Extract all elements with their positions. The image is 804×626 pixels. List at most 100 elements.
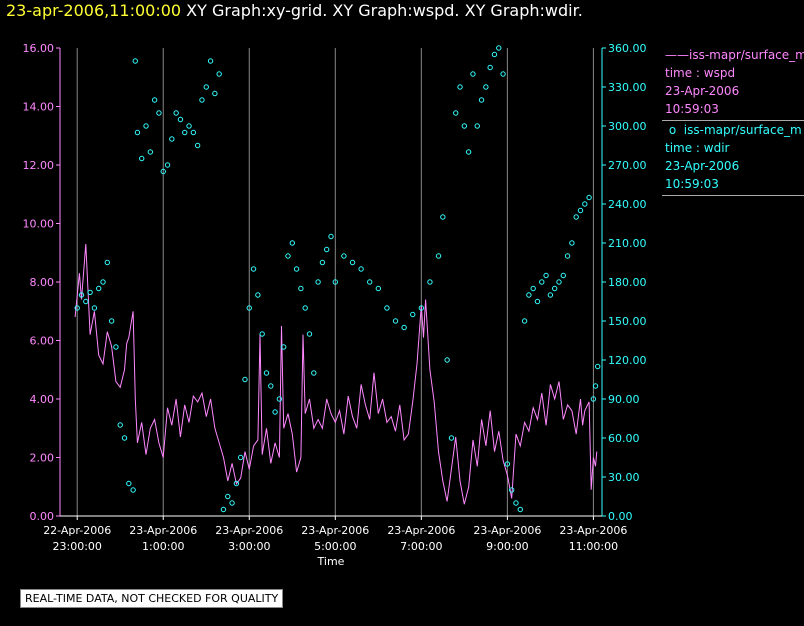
wdir-point [268, 383, 274, 389]
right-tick-label: 0.00 [608, 510, 633, 523]
wdir-point [543, 272, 549, 279]
left-tick-label: 4.00 [30, 393, 55, 406]
x-tick-label-date: 23-Apr-2006 [559, 524, 627, 537]
right-tick-label: 360.00 [608, 42, 647, 55]
wdir-point [100, 279, 106, 285]
wdir-point [306, 331, 313, 337]
wdir-point [465, 149, 472, 155]
wdir-point [332, 279, 339, 285]
wdir-point [534, 298, 541, 305]
wdir-point [530, 285, 536, 292]
x-tick-label-time: 3:00:00 [228, 540, 270, 553]
wdir-point [113, 344, 119, 350]
wdir-point [216, 71, 222, 77]
wdir-point [367, 279, 373, 285]
wdir-point [319, 259, 326, 266]
wdir-point [177, 116, 184, 123]
wdir-point [560, 272, 566, 279]
wdir-point [242, 376, 248, 383]
wdir-point [96, 285, 102, 292]
wdir-point [556, 279, 562, 285]
wdir-point [259, 331, 265, 337]
wdir-point [160, 168, 166, 175]
wdir-point [173, 110, 179, 116]
wdir-point [341, 253, 347, 259]
wdir-point [577, 207, 584, 214]
left-tick-label: 6.00 [30, 335, 55, 348]
right-tick-label: 120.00 [608, 354, 647, 367]
wdir-point [132, 58, 138, 64]
wdir-point [207, 58, 214, 64]
wdir-point [573, 214, 579, 220]
wdir-point [156, 110, 162, 116]
wdir-point [551, 285, 558, 292]
left-tick-label: 2.00 [30, 452, 55, 465]
wdir-point [104, 259, 111, 266]
wdir-point [491, 51, 498, 58]
tick-labels: 22-Apr-2006 23:00:00 23-Apr-2006 1:00:00 23-… [23, 42, 647, 553]
wdir-point [87, 289, 93, 296]
wdir-point [517, 506, 523, 513]
wdir-point [418, 305, 425, 311]
wdir-point [147, 149, 154, 155]
right-tick-label: 240.00 [608, 198, 647, 211]
x-axis-label: Time [317, 555, 345, 568]
wdir-point [521, 318, 528, 324]
legend-date: 23-Apr-2006 [665, 159, 740, 173]
wdir-point [349, 259, 356, 266]
wdir-point [276, 396, 283, 402]
wdir-point [289, 240, 295, 246]
wdir-point [586, 194, 592, 201]
wdir-point [233, 480, 240, 487]
wdir-point [410, 311, 416, 318]
quality-notice: REAL-TIME DATA, NOT CHECKED FOR QUALITY [20, 589, 284, 608]
right-tick-label: 180.00 [608, 276, 647, 289]
wdir-point [91, 305, 98, 311]
wdir-point [302, 305, 308, 311]
legend-entry-wspd[interactable]: ——iss-mapr/surface_m time : wspd 23-Apr-… [662, 46, 804, 121]
wdir-point [590, 396, 597, 402]
wdir-point [212, 90, 218, 97]
wdir-point [592, 383, 599, 389]
grid-lines [76, 48, 594, 516]
wdir-point [311, 370, 317, 376]
wdir-point [435, 253, 442, 259]
wdir-point [169, 136, 175, 142]
right-tick-label: 210.00 [608, 237, 647, 250]
legend-time: 10:59:03 [665, 102, 719, 116]
chart-title: 23-apr-2006,11:00:00 XY Graph:xy-grid. X… [6, 1, 583, 20]
wdir-point [483, 84, 489, 90]
wdir-point [539, 279, 545, 285]
wdir-point [461, 123, 468, 129]
wdir-point [164, 162, 171, 168]
wspd-line [74, 243, 598, 505]
wdir-point [126, 480, 132, 487]
wdir-point [487, 64, 493, 71]
legend-label: ——iss-mapr/surface_m [665, 48, 804, 62]
x-tick-label-date: 23-Apr-2006 [387, 524, 455, 537]
wdir-point [474, 123, 480, 129]
wdir-point [280, 344, 287, 350]
legend-entry-wdir[interactable]: o iss-mapr/surface_m time : wdir 23-Apr-… [662, 121, 804, 196]
left-tick-label: 16.00 [23, 42, 55, 55]
wdir-point [315, 279, 321, 285]
wdir-point [470, 71, 476, 77]
right-tick-label: 300.00 [608, 120, 647, 133]
x-tick-label-date: 23-Apr-2006 [215, 524, 283, 537]
wdir-point [83, 298, 89, 305]
wdir-point [220, 506, 227, 513]
wdir-point [508, 487, 515, 493]
wdir-point [298, 285, 304, 292]
wdir-point [564, 253, 571, 259]
axes [56, 47, 606, 520]
wdir-point [526, 292, 532, 298]
wdir-point [186, 123, 192, 129]
right-tick-label: 30.00 [608, 471, 640, 484]
x-tick-label-time: 7:00:00 [400, 540, 442, 553]
x-tick-label-date: 23-Apr-2006 [129, 524, 197, 537]
wdir-point [194, 142, 201, 149]
wdir-point [229, 500, 235, 506]
wdir-point [323, 246, 330, 253]
wdir-point [478, 97, 485, 103]
wdir-point [582, 201, 588, 207]
